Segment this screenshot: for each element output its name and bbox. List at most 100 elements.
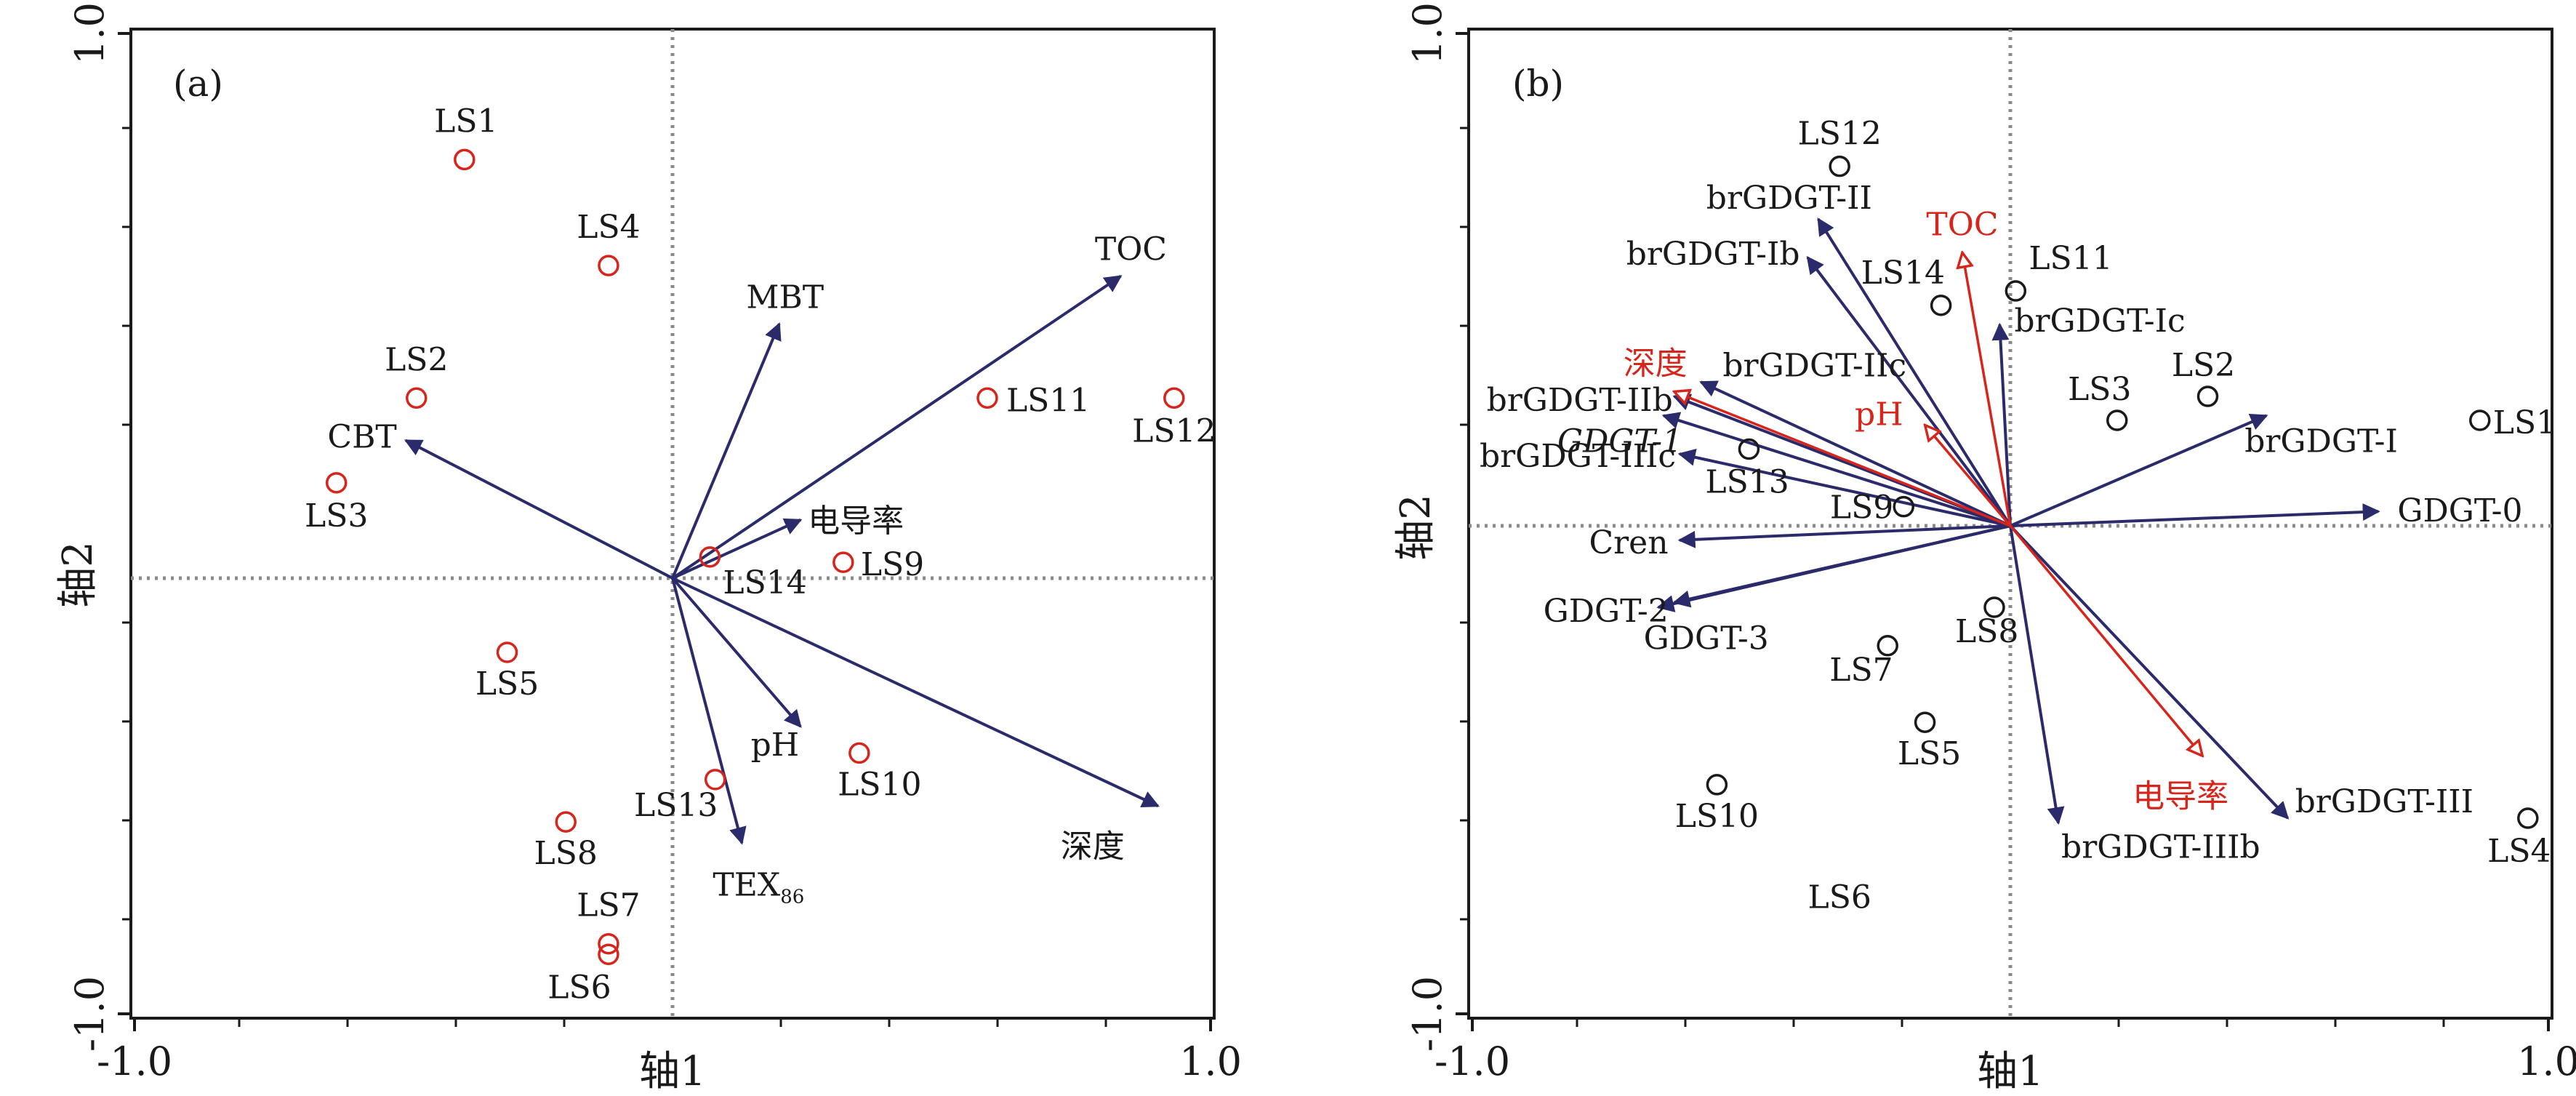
panel-a-point-ls4 bbox=[598, 255, 619, 276]
panel-b-label-ls14: LS14 bbox=[1861, 255, 1945, 292]
panel-a-ticks: -1.0 1.0 -1.0 1.0 bbox=[67, 2, 1242, 1084]
panel-a-vector-mbt bbox=[671, 322, 782, 579]
panel-a-label-ls5: LS5 bbox=[476, 665, 539, 703]
panel-a-label-ls8: LS8 bbox=[534, 835, 598, 872]
panel-b-vector-brgdgt-iic bbox=[1699, 380, 2011, 527]
panel-a-label-toc: TOC bbox=[1095, 231, 1167, 268]
panel-b-label-ls4: LS4 bbox=[2487, 833, 2551, 870]
panel-b-label-brgdgt-iii: brGDGT-III bbox=[2295, 783, 2473, 820]
panel-b-label-gdgt-2: GDGT-2 bbox=[1544, 593, 1669, 630]
panel-b-vector-cren bbox=[1677, 524, 2011, 548]
panel-b-vector-brgdgt-iiic bbox=[1677, 448, 2011, 527]
panel-a-point-ls1 bbox=[454, 148, 476, 171]
panel-a-ytick-label: -1.0 bbox=[67, 976, 113, 1052]
panel-b-label-ph: pH bbox=[1855, 396, 1903, 433]
panel-a-label-ls11: LS11 bbox=[1006, 382, 1090, 419]
panel-a-label-ls3: LS3 bbox=[305, 497, 368, 535]
panel-b-point-ls2 bbox=[2196, 385, 2219, 407]
panel-b-ticks: -1.0 1.0 -1.0 1.0 bbox=[1405, 2, 2576, 1084]
panel-b-xtick-label: -1.0 bbox=[1435, 1039, 1510, 1084]
panel-b-label-brgdgt-ic: brGDGT-Ic bbox=[2014, 303, 2185, 340]
panel-b-label-ls12: LS12 bbox=[1797, 116, 1881, 153]
panel-b-label-ls1: LS1 bbox=[2493, 404, 2556, 441]
panel-a-vector-cn bbox=[672, 577, 1160, 808]
panel-b-ordination-plot: -1.0 1.0 -1.0 1.0 brGDGT-II brGDGT-Ib brGDGT-… bbox=[1392, 2, 2576, 1095]
panel-a-point-ls7 bbox=[598, 932, 619, 955]
panel-a-point-ls11 bbox=[976, 387, 998, 409]
panel-b-label-cren: Cren bbox=[1589, 524, 1668, 561]
panel-b-vector-brgdgt-iii bbox=[2009, 524, 2290, 820]
panel-b-point-ls5 bbox=[1914, 711, 1936, 733]
panel-b-point-ls12 bbox=[1829, 155, 1850, 177]
panel-b-point-ls10 bbox=[1706, 774, 1728, 796]
panel-b-label-gdgt-1: GDGT-1 bbox=[1557, 423, 1682, 460]
panel-b-label-brgdgt-ib: brGDGT-Ib bbox=[1626, 236, 1800, 273]
panel-a-label-mbt: MBT bbox=[746, 279, 824, 316]
panel-b-ytick-label: 1.0 bbox=[1405, 2, 1450, 65]
panel-b-label-brgdgt-ii: brGDGT-II bbox=[1706, 180, 1872, 217]
panel-a-label-ls6: LS6 bbox=[547, 969, 611, 1006]
panel-a-ytick-label: 1.0 bbox=[67, 2, 113, 65]
panel-b-label-ls7: LS7 bbox=[1829, 652, 1893, 689]
panel-a-vector-cbt bbox=[404, 439, 673, 580]
panel-b-env-vector-ph bbox=[1925, 425, 2012, 527]
panel-b-label-ls8: LS8 bbox=[1955, 613, 2018, 650]
panel-b-labels: brGDGT-II brGDGT-Ib brGDGT-IIc brGDGT-IIb GD… bbox=[1480, 116, 2556, 916]
panel-a-point-ls5 bbox=[496, 641, 518, 663]
panel-b-label-gdgt-3: GDGT-3 bbox=[1644, 620, 1769, 657]
panel-a-ylabel: 轴2 bbox=[55, 541, 102, 608]
panel-a-xlabel: 轴1 bbox=[639, 1048, 706, 1095]
panel-a-point-ls14 bbox=[699, 546, 721, 568]
panel-a-label-cn: 电导率 bbox=[808, 503, 904, 540]
panel-a-label-ls2: LS2 bbox=[385, 341, 448, 378]
panel-b-label-ls9: LS9 bbox=[1830, 489, 1893, 527]
panel-a-point-ls3 bbox=[325, 472, 348, 494]
panel-a-labels: TOC MBT CBT 电导率 pH TEX86 深度 LS1 LS2 LS3 LS4 LS5 LS6 L… bbox=[305, 103, 1216, 1006]
panel-a-label-ls13: LS13 bbox=[634, 787, 718, 824]
panel-a-label-ls10: LS10 bbox=[838, 766, 921, 803]
panel-b-points bbox=[1706, 155, 2539, 829]
panel-a-vector-ph bbox=[671, 577, 802, 728]
panel-b-label-cn: 深度 bbox=[1624, 345, 1688, 382]
panel-a-label-ls12: LS12 bbox=[1132, 412, 1216, 449]
panel-a-xtick-label: -1.0 bbox=[97, 1039, 172, 1084]
panel-a-point-ls2 bbox=[406, 387, 428, 409]
panel-b-label-gdgt-0: GDGT-0 bbox=[2397, 492, 2522, 529]
panel-b-vector-brgdgt-iiib bbox=[2009, 525, 2065, 825]
panel-b-label-ls2: LS2 bbox=[2172, 347, 2235, 384]
panel-b-vector-gdgt-3 bbox=[1672, 524, 2011, 608]
panel-a-point-ls9 bbox=[832, 551, 854, 573]
panel-b-ylabel: 轴2 bbox=[1392, 494, 1440, 561]
panel-b-vector-brgdgt-ii bbox=[1817, 217, 2012, 527]
panel-a-label-tex86: TEX86 bbox=[713, 866, 804, 908]
panel-b-label-brgdgt-i: brGDGT-I bbox=[2244, 423, 2398, 460]
panel-a-point-ls12 bbox=[1163, 387, 1185, 409]
panel-b-label-brgdgt-iic: brGDGT-IIc bbox=[1722, 347, 1906, 384]
panel-a-label: (a) bbox=[173, 63, 223, 105]
panel-b-vector-brgdgt-ic bbox=[1991, 322, 2012, 527]
panel-b-label-ls10: LS10 bbox=[1675, 798, 1759, 835]
panel-b-vector-gdgt-1 bbox=[1661, 412, 2011, 527]
panel-b-xtick-label: 1.0 bbox=[2517, 1039, 2576, 1084]
panel-b-label-ls11: LS11 bbox=[2029, 240, 2112, 277]
panel-b-point-ls14 bbox=[1930, 295, 1952, 316]
panel-b-point-ls11 bbox=[2005, 280, 2027, 302]
panel-b-ytick-label: -1.0 bbox=[1405, 976, 1450, 1052]
panel-a-xtick-label: 1.0 bbox=[1179, 1039, 1242, 1084]
panel-b-vector-brgdgt-i bbox=[2010, 413, 2268, 527]
panel-b-label-ls6: LS6 bbox=[1807, 879, 1871, 916]
panel-a-label-cbt: CBT bbox=[327, 419, 396, 456]
panel-b-env-vector-cn bbox=[1674, 391, 2011, 527]
panel-a-vector-toc bbox=[671, 275, 1123, 580]
panel-b-label-toc: TOC bbox=[1926, 206, 1998, 243]
panel-b-env-vector-toc bbox=[1962, 252, 2012, 527]
panel-a-label-ls14: LS14 bbox=[723, 564, 806, 601]
panel-a-ordination-plot: -1.0 1.0 -1.0 1.0 TOC MBT CBT 电导率 pH TEX86 深度 LS1 L… bbox=[55, 2, 1242, 1095]
panel-b-env-vector-cn bbox=[2009, 524, 2202, 756]
panel-a-points bbox=[325, 148, 1185, 966]
panel-a-point-ls8 bbox=[555, 811, 577, 833]
panel-b-point-ls7 bbox=[1877, 635, 1898, 657]
panel-b-point-ls3 bbox=[2106, 409, 2128, 431]
panel-a-label-ls9: LS9 bbox=[861, 546, 924, 583]
